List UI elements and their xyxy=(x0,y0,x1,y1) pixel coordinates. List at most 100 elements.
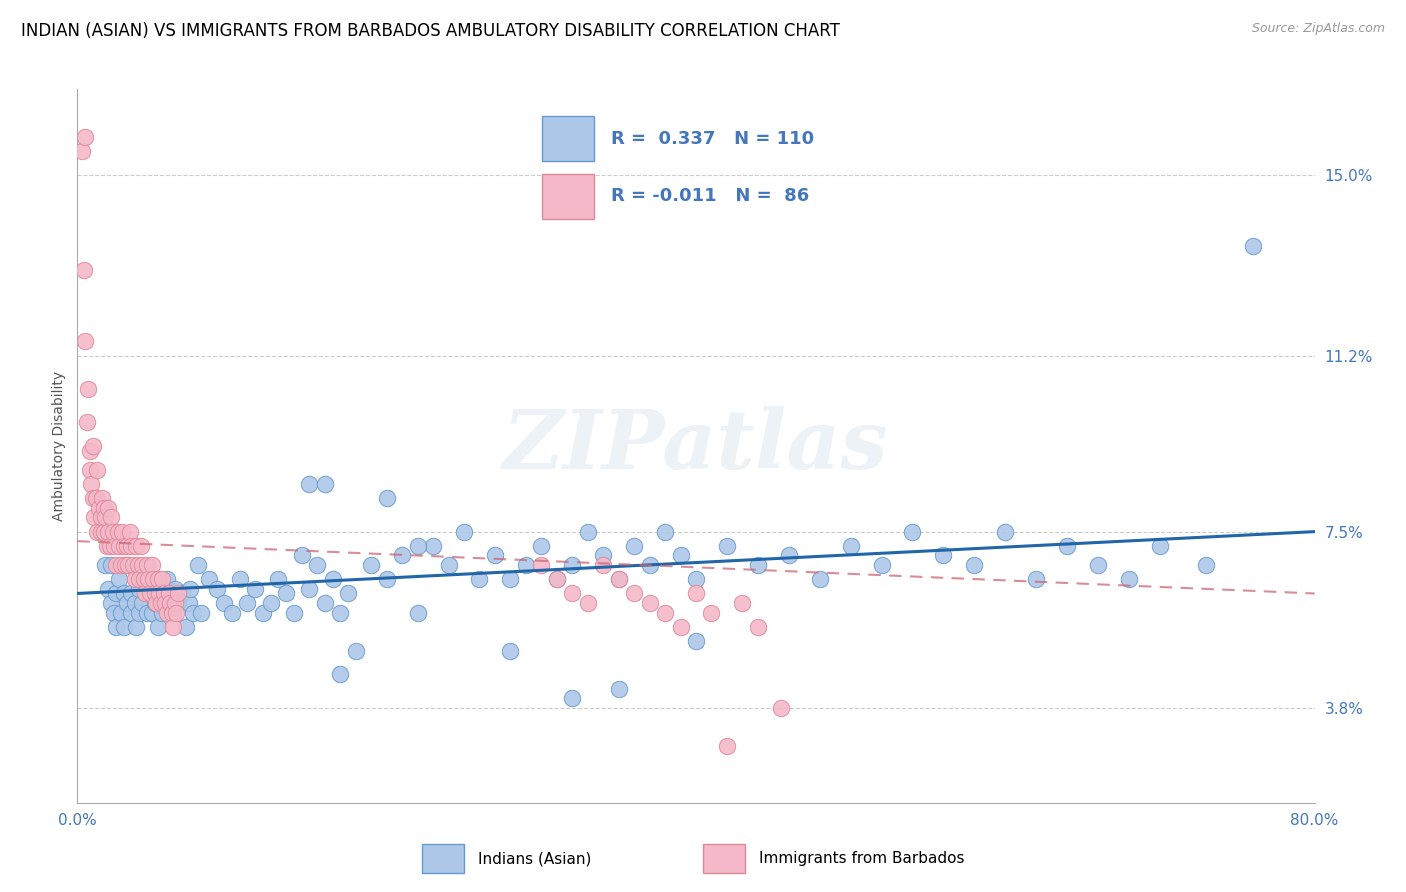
Point xyxy=(79,443,101,458)
Point xyxy=(638,558,661,572)
Point xyxy=(669,549,692,563)
Point xyxy=(177,596,200,610)
Point xyxy=(1149,539,1171,553)
Point xyxy=(607,681,630,696)
Point xyxy=(160,606,183,620)
Point xyxy=(1087,558,1109,572)
Text: Immigrants from Barbados: Immigrants from Barbados xyxy=(759,851,965,866)
Point xyxy=(97,500,120,515)
Point xyxy=(685,572,707,586)
Point xyxy=(75,334,96,349)
Point xyxy=(344,643,367,657)
Point xyxy=(124,572,146,586)
Point xyxy=(138,572,160,586)
Point xyxy=(375,491,398,506)
Point xyxy=(592,549,614,563)
Point xyxy=(546,572,568,586)
Bar xyxy=(422,844,464,873)
Point xyxy=(105,620,127,634)
Point xyxy=(437,558,460,572)
Point xyxy=(156,606,179,620)
Point xyxy=(82,491,104,506)
Point xyxy=(167,596,190,610)
Point xyxy=(76,415,98,429)
Point xyxy=(592,558,614,572)
Point xyxy=(90,524,111,539)
Point xyxy=(187,558,209,572)
Point xyxy=(110,558,132,572)
Point xyxy=(406,539,429,553)
Point xyxy=(163,582,186,596)
Point xyxy=(107,524,129,539)
Point xyxy=(114,558,136,572)
Text: Indians (Asian): Indians (Asian) xyxy=(478,851,592,866)
Point xyxy=(391,549,413,563)
Point xyxy=(96,539,118,553)
Point xyxy=(561,558,583,572)
Point xyxy=(90,510,111,524)
Point xyxy=(499,572,522,586)
Point xyxy=(167,586,190,600)
Point xyxy=(125,620,148,634)
Point xyxy=(228,572,252,586)
Point xyxy=(205,582,228,596)
Point xyxy=(778,549,800,563)
Point xyxy=(136,558,159,572)
Point xyxy=(298,582,321,596)
Point xyxy=(267,572,290,586)
Point xyxy=(84,491,107,506)
Point xyxy=(870,558,893,572)
Point xyxy=(122,558,145,572)
Point xyxy=(530,558,553,572)
Text: INDIAN (ASIAN) VS IMMIGRANTS FROM BARBADOS AMBULATORY DISABILITY CORRELATION CHA: INDIAN (ASIAN) VS IMMIGRANTS FROM BARBAD… xyxy=(21,22,839,40)
Point xyxy=(716,539,738,553)
Point xyxy=(80,477,103,491)
Point xyxy=(128,582,150,596)
Point xyxy=(153,586,176,600)
Point xyxy=(124,596,146,610)
Point xyxy=(700,606,723,620)
Point xyxy=(932,549,955,563)
Point xyxy=(499,643,522,657)
Point xyxy=(221,606,243,620)
Point xyxy=(165,606,187,620)
Point xyxy=(546,572,568,586)
Point xyxy=(149,596,172,610)
Point xyxy=(307,558,329,572)
Point xyxy=(1056,539,1078,553)
Point xyxy=(127,558,149,572)
Point xyxy=(139,586,162,600)
Point xyxy=(117,558,139,572)
Point xyxy=(82,439,104,453)
Point xyxy=(669,620,692,634)
Point xyxy=(422,539,444,553)
Point xyxy=(111,524,134,539)
Point xyxy=(125,539,148,553)
Point xyxy=(142,572,165,586)
Point xyxy=(337,586,360,600)
Point xyxy=(77,382,100,396)
Point xyxy=(157,586,180,600)
Point xyxy=(117,558,139,572)
Point xyxy=(716,739,738,753)
Point xyxy=(128,572,150,586)
Point xyxy=(163,596,186,610)
Point xyxy=(314,596,336,610)
Point xyxy=(314,477,336,491)
Point xyxy=(118,524,141,539)
Point xyxy=(94,558,117,572)
Point xyxy=(731,596,754,610)
Point xyxy=(245,582,267,596)
Point xyxy=(963,558,986,572)
Point xyxy=(139,582,162,596)
Point xyxy=(143,596,166,610)
Point xyxy=(155,596,177,610)
Point xyxy=(83,510,105,524)
Point xyxy=(654,606,676,620)
Point xyxy=(1195,558,1218,572)
Text: ZIPatlas: ZIPatlas xyxy=(503,406,889,486)
Point xyxy=(143,586,166,600)
Point xyxy=(172,586,194,600)
Point xyxy=(86,524,108,539)
Point xyxy=(148,586,170,600)
